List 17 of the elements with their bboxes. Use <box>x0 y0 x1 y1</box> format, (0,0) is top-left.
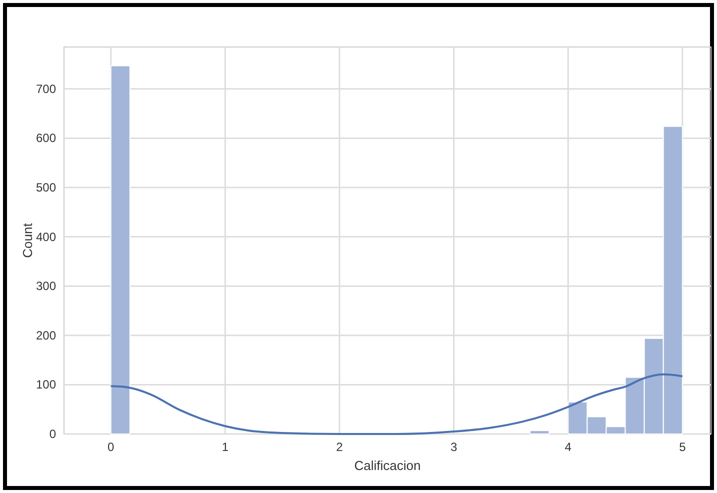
y-tick-label: 200 <box>36 328 56 342</box>
x-axis-title: Calificacion <box>354 458 421 473</box>
y-tick-label: 400 <box>36 230 56 244</box>
x-tick-label: 1 <box>222 440 229 454</box>
x-tick-label: 4 <box>564 440 572 454</box>
line-series <box>110 373 684 435</box>
y-tick-label: 100 <box>36 378 56 392</box>
x-tick-label: 5 <box>679 440 686 454</box>
y-tick-label: 300 <box>36 279 56 294</box>
x-tick-label: 3 <box>450 440 458 454</box>
y-tick-label: 700 <box>36 82 56 96</box>
x-tick-label: 0 <box>108 440 115 454</box>
y-tick-label: 500 <box>36 180 56 195</box>
y-axis-title: Count <box>20 222 35 258</box>
y-tick-label: 600 <box>36 131 56 146</box>
y-tick-label: 0 <box>49 427 56 441</box>
x-tick-label: 2 <box>336 440 344 454</box>
